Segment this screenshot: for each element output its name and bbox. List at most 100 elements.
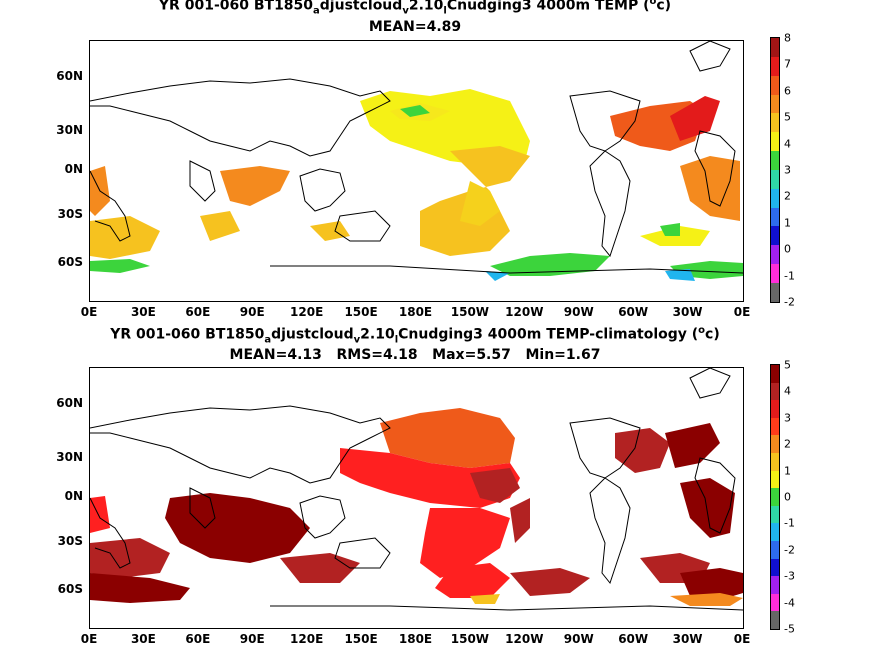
panel2-colorbar-label: 0 <box>784 490 791 504</box>
panel1-colorbar-label: 6 <box>784 84 791 98</box>
panel2-map-svg <box>90 368 743 611</box>
panel1-x-tick-label: 150E <box>344 305 378 319</box>
panel2-colorbar-segment <box>771 593 779 612</box>
panel1-colorbar-label: 3 <box>784 163 791 177</box>
panel2-x-tick-label: 30W <box>672 632 703 646</box>
panel2-y-tick-label: 30S <box>57 534 83 548</box>
panel1-colorbar-segment <box>771 113 779 133</box>
panel2-y-tick-label: 60S <box>57 582 83 596</box>
panel2-colorbar-segment <box>771 611 779 629</box>
panel1-colorbar-segment <box>771 151 779 170</box>
panel1-colorbar-segment <box>771 38 779 57</box>
panel2-colorbar-segment <box>771 523 779 541</box>
panel1-colorbar-label: -2 <box>784 295 795 309</box>
panel1-map-svg <box>90 41 743 281</box>
panel1-y-tick-label: 60N <box>56 69 83 83</box>
panel2-map <box>89 367 744 629</box>
panel1-x-tick-label: 120W <box>505 305 544 319</box>
panel2-coastlines <box>90 368 743 611</box>
panel2-colorbar-label: 5 <box>784 358 791 372</box>
panel1-x-tick-label: 90E <box>239 305 265 319</box>
panel2-y-tick-label: 60N <box>56 396 83 410</box>
panel2-colorbar-label: -2 <box>784 543 795 557</box>
panel1-colorbar-label: 5 <box>784 110 791 124</box>
panel2-x-tick-label: 30E <box>130 632 156 646</box>
panel1-colorbar <box>770 37 780 303</box>
panel2-colorbar-label: 2 <box>784 437 791 451</box>
panel1-colorbar-label: -1 <box>784 269 795 283</box>
panel2-colorbar-segment <box>771 382 779 401</box>
panel1-x-tick-label: 150W <box>450 305 490 319</box>
panel2-colorbar-segment <box>771 505 779 524</box>
panel1-colorbar-segment <box>771 188 779 208</box>
panel2-colorbar-label: -3 <box>784 569 795 583</box>
panel1-y-tick-label: 0N <box>64 162 83 176</box>
panel2-colorbar-label: -5 <box>784 622 795 636</box>
panel2-x-tick-label: 90E <box>239 632 265 646</box>
panel2-x-tick-label: 150E <box>344 632 378 646</box>
panel1-x-tick-label: 180E <box>398 305 433 319</box>
panel1-colorbar-label: 4 <box>784 137 791 151</box>
panel1-temperature-field <box>90 89 743 281</box>
panel1-colorbar-label: 7 <box>784 57 791 71</box>
panel1-colorbar-segment <box>771 169 779 189</box>
panel1-colorbar-label: 0 <box>784 242 791 256</box>
panel2-colorbar <box>770 364 780 630</box>
panel2-x-tick-label: 0E <box>733 632 751 646</box>
panel1-map <box>89 40 744 302</box>
panel1-x-tick-label: 90W <box>563 305 594 319</box>
panel2-colorbar-segment <box>771 576 779 594</box>
panel1-y-tick-label: 30S <box>57 207 83 221</box>
panel2-x-tick-label: 60W <box>618 632 649 646</box>
panel2-colorbar-label: 3 <box>784 411 791 425</box>
panel1-y-tick-label: 30N <box>56 123 83 137</box>
panel2-x-tick-label: 120W <box>505 632 544 646</box>
panel1-title: YR 001-060 BT1850adjustcloudv2.10lCnudgi… <box>158 0 672 17</box>
panel2-x-tick-label: 60E <box>185 632 211 646</box>
panel2-subtitle: MEAN=4.13 RMS=4.18 Max=5.57 Min=1.67 <box>229 347 601 363</box>
panel1-colorbar-label: 2 <box>784 189 791 203</box>
panel2-colorbar-segment <box>771 452 779 471</box>
panel1-colorbar-segment <box>771 207 779 227</box>
panel2-colorbar-segment <box>771 417 779 436</box>
panel2-colorbar-label: -1 <box>784 516 795 530</box>
panel2-colorbar-segment <box>771 488 779 506</box>
panel1-colorbar-segment <box>771 282 779 302</box>
panel2-colorbar-segment <box>771 435 779 453</box>
panel1-coastlines <box>90 41 743 274</box>
panel1-colorbar-segment <box>771 94 779 114</box>
panel1-colorbar-label: 8 <box>784 31 791 45</box>
panel2-x-tick-label: 0E <box>80 632 98 646</box>
panel1-colorbar-segment <box>771 264 779 283</box>
panel2-colorbar-label: -4 <box>784 596 795 610</box>
panel2-colorbar-segment <box>771 540 779 559</box>
panel2-colorbar-segment <box>771 470 779 489</box>
panel1-subtitle: MEAN=4.89 <box>368 19 462 35</box>
panel2-y-tick-label: 30N <box>56 450 83 464</box>
panel2-x-tick-label: 120E <box>290 632 324 646</box>
panel1-x-tick-label: 120E <box>290 305 324 319</box>
panel2-colorbar-label: 4 <box>784 384 791 398</box>
panel1-colorbar-label: 1 <box>784 216 791 230</box>
panel2-title: YR 001-060 BT1850adjustcloudv2.10lCnudgi… <box>110 325 720 346</box>
panel2-colorbar-segment <box>771 365 779 383</box>
panel1-colorbar-segment <box>771 132 779 152</box>
panel1-x-tick-label: 30W <box>672 305 703 319</box>
panel2-y-tick-label: 0N <box>64 489 83 503</box>
panel1-colorbar-segment <box>771 75 779 95</box>
panel1-x-tick-label: 0E <box>80 305 98 319</box>
panel1-x-tick-label: 60E <box>185 305 211 319</box>
panel2-x-tick-label: 150W <box>450 632 490 646</box>
panel1-colorbar-segment <box>771 245 779 265</box>
panel1-x-tick-label: 30E <box>130 305 156 319</box>
panel1-colorbar-segment <box>771 56 779 76</box>
panel1-x-tick-label: 0E <box>733 305 751 319</box>
panel2-colorbar-segment <box>771 558 779 577</box>
panel1-y-tick-label: 60S <box>57 255 83 269</box>
panel1-x-tick-label: 60W <box>618 305 649 319</box>
panel2-colorbar-segment <box>771 400 779 418</box>
panel2-x-tick-label: 180E <box>398 632 433 646</box>
panel1-colorbar-segment <box>771 226 779 246</box>
panel2-anomaly-field <box>90 408 743 606</box>
panel2-x-tick-label: 90W <box>563 632 594 646</box>
